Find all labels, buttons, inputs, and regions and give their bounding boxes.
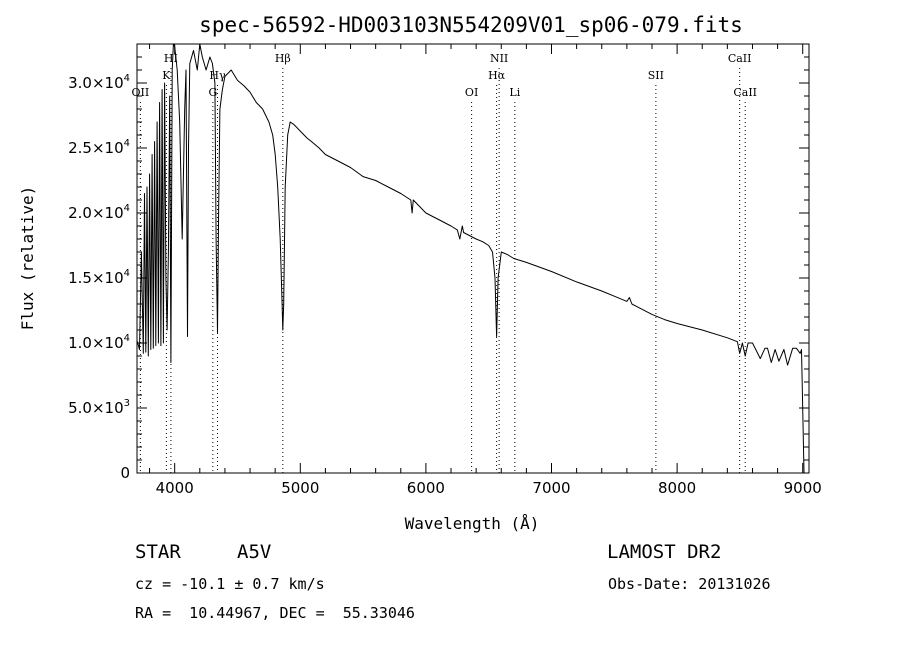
spectral-line-label: OI [465, 86, 478, 99]
y-axis-label: Flux (relative) [18, 186, 37, 331]
x-tick-label: 9000 [784, 479, 822, 497]
spectral-line-label: Hγ [209, 69, 226, 82]
spectral-line-label: Hα [488, 69, 506, 82]
x-tick-label: 7000 [532, 479, 570, 497]
spectral-line-label: G [208, 86, 217, 99]
spectral-line-label: CaII [728, 52, 752, 65]
spectrum-line [136, 43, 805, 474]
y-tick-label: 3.0×104 [68, 73, 130, 92]
spectral-line-label: Li [509, 86, 520, 99]
y-tick-label: 2.5×104 [68, 138, 130, 157]
spectral-line-label: K [162, 69, 171, 82]
spectral-line-label: HI [164, 52, 178, 65]
spectrum-series [136, 43, 805, 474]
redshift-info: cz = -10.1 ± 0.7 km/s [135, 575, 325, 593]
x-tick-label: 8000 [658, 479, 696, 497]
y-tick-label: 1.5×104 [68, 268, 130, 287]
x-tick-label: 6000 [407, 479, 445, 497]
spectral-line-label: SII [648, 69, 664, 82]
plot-frame [136, 43, 810, 474]
spectral-line-label: NII [490, 52, 508, 65]
spectral-line-label: CaII [733, 86, 757, 99]
spectrum-chart: spec-56592-HD003103N554209V01_sp06-079.f… [18, 13, 822, 533]
y-tick-label: 1.0×104 [68, 333, 130, 352]
obs-date: Obs-Date: 20131026 [608, 575, 771, 593]
x-tick-label: 4000 [156, 479, 194, 497]
y-tick-label: 2.0×104 [68, 203, 130, 222]
spectral-subclass: A5V [237, 541, 272, 563]
x-axis-label: Wavelength (Å) [405, 514, 540, 533]
spectral-line-label: OII [132, 86, 150, 99]
spectral-line-label: Hβ [275, 52, 291, 65]
axis-ticks: 4000 5000 6000 7000 8000 9000 0 5.0×103 1.0×104 1… [68, 44, 822, 497]
object-type: STAR [135, 541, 181, 563]
y-tick-label: 0 [120, 464, 130, 482]
y-tick-label: 5.0×103 [68, 398, 130, 417]
coordinates: RA = 10.44967, DEC = 55.33046 [135, 604, 415, 622]
survey-name: LAMOST DR2 [607, 541, 722, 563]
chart-title: spec-56592-HD003103N554209V01_sp06-079.f… [199, 13, 743, 37]
x-tick-label: 5000 [281, 479, 319, 497]
